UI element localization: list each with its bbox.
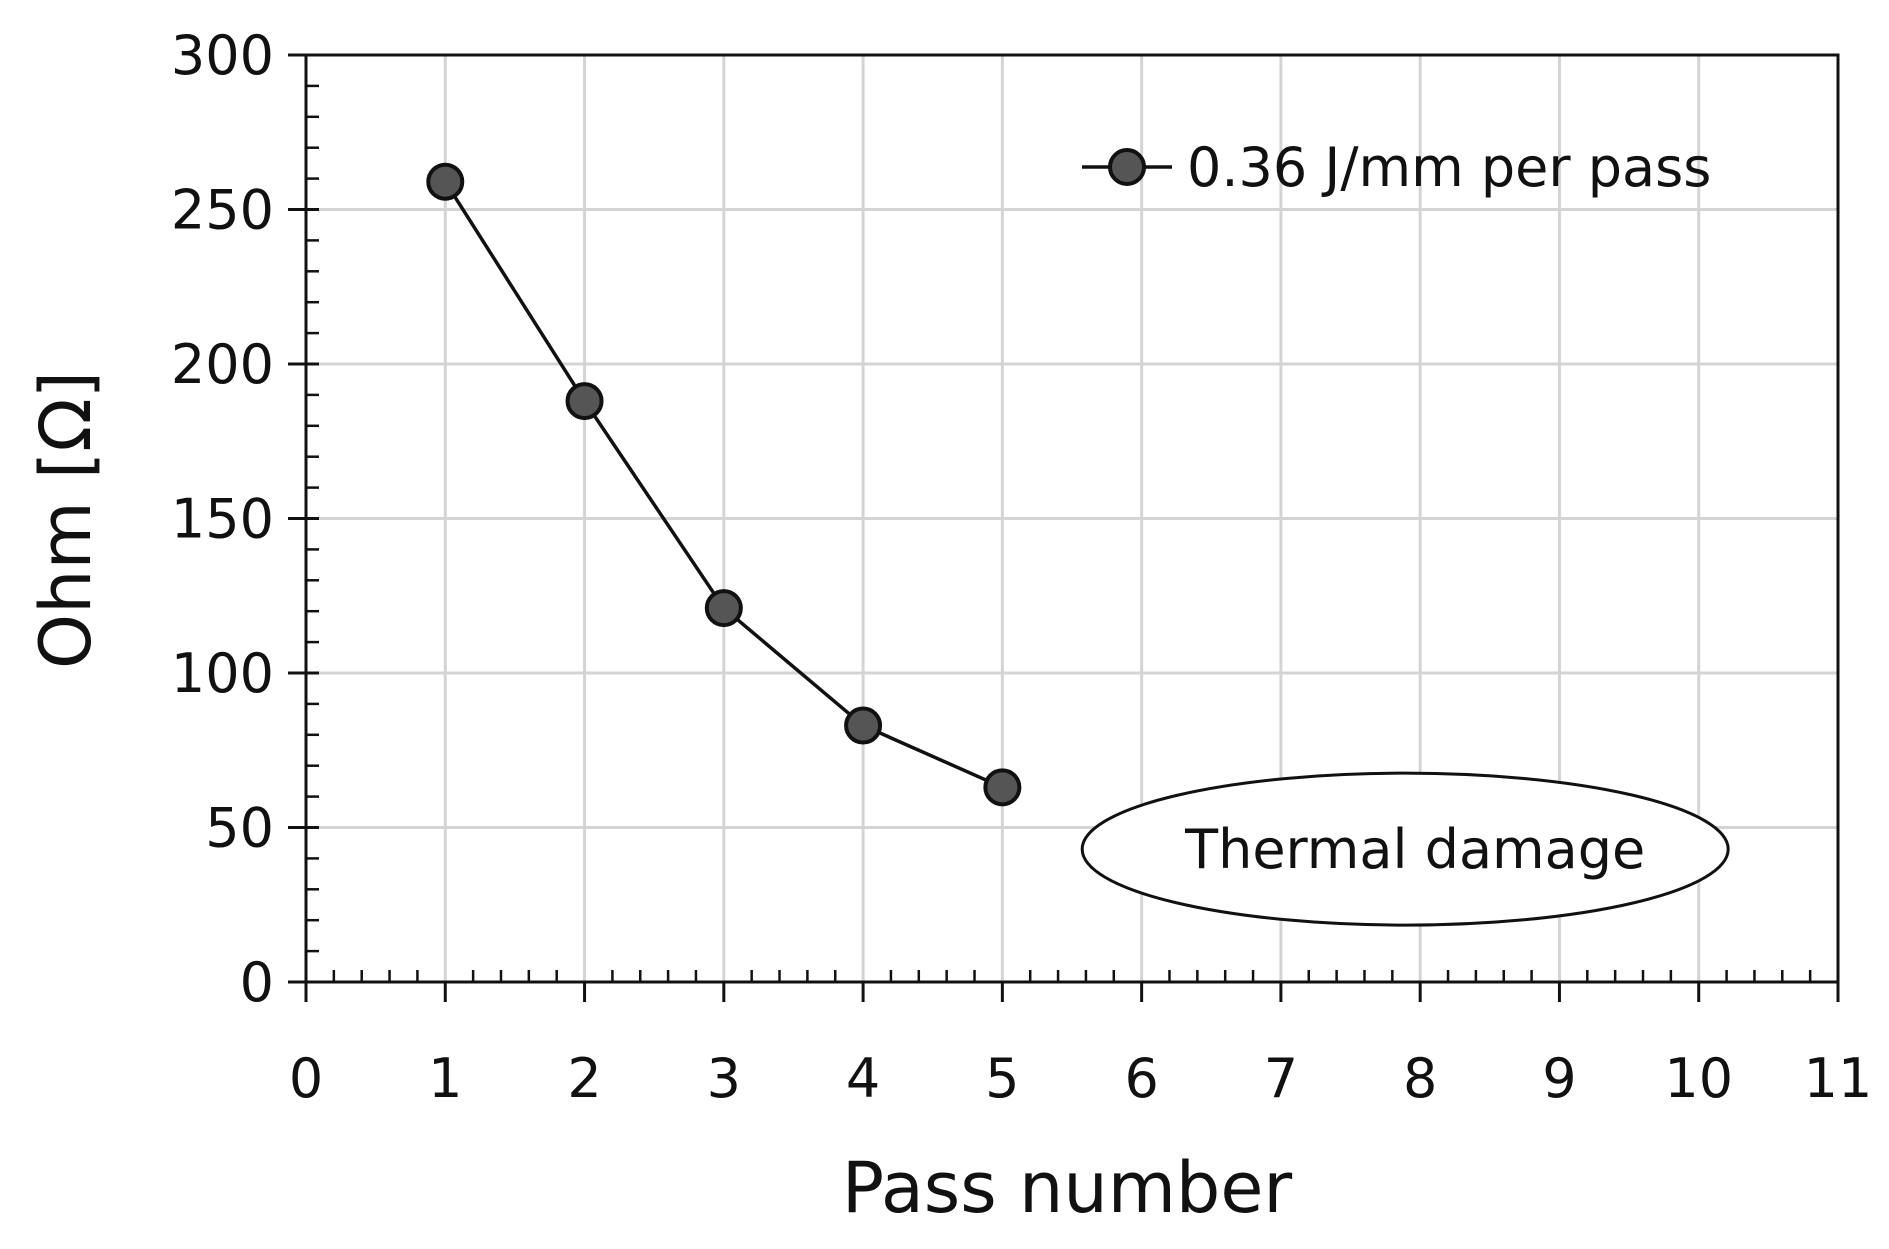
legend: 0.36 J/mm per pass xyxy=(1082,136,1711,199)
annotation-text: Thermal damage xyxy=(1184,818,1645,881)
y-tick-label: 200 xyxy=(171,333,274,396)
y-tick-label: 250 xyxy=(171,179,274,242)
x-tick-label: 2 xyxy=(567,1047,601,1110)
data-point xyxy=(844,706,883,745)
y-tick-label: 50 xyxy=(205,797,274,860)
data-point xyxy=(565,382,604,421)
y-tick-label: 300 xyxy=(171,24,274,87)
annotation-ellipse xyxy=(1080,771,1730,927)
x-tick-label: 11 xyxy=(1804,1047,1873,1110)
x-tick-label: 10 xyxy=(1664,1047,1733,1110)
x-axis-title: Pass number xyxy=(842,1147,1293,1229)
y-axis-title: Ohm [Ω] xyxy=(25,371,107,669)
y-tick-label: 150 xyxy=(171,488,274,551)
annotation-layer: Thermal damage xyxy=(1080,771,1730,927)
data-point xyxy=(426,162,465,201)
x-tick-label: 8 xyxy=(1403,1047,1437,1110)
legend-label: 0.36 J/mm per pass xyxy=(1187,136,1711,199)
data-point xyxy=(983,768,1022,807)
x-tick-label: 4 xyxy=(846,1047,880,1110)
x-tick-label: 6 xyxy=(1124,1047,1158,1110)
series-layer xyxy=(426,162,1022,807)
ticks: 0 1 2 3 4 5 6 7 8 9 10 11 0 50 100 150 200 250 300 xyxy=(171,24,1872,1110)
data-point xyxy=(704,589,743,628)
y-tick-label: 100 xyxy=(171,642,274,705)
x-tick-label: 0 xyxy=(289,1047,323,1110)
y-tick-label: 0 xyxy=(240,951,274,1014)
x-tick-label: 3 xyxy=(707,1047,741,1110)
legend-marker xyxy=(1108,148,1146,186)
x-tick-label: 7 xyxy=(1264,1047,1298,1110)
x-tick-label: 1 xyxy=(428,1047,462,1110)
x-tick-label: 5 xyxy=(985,1047,1019,1110)
x-tick-label: 9 xyxy=(1542,1047,1576,1110)
